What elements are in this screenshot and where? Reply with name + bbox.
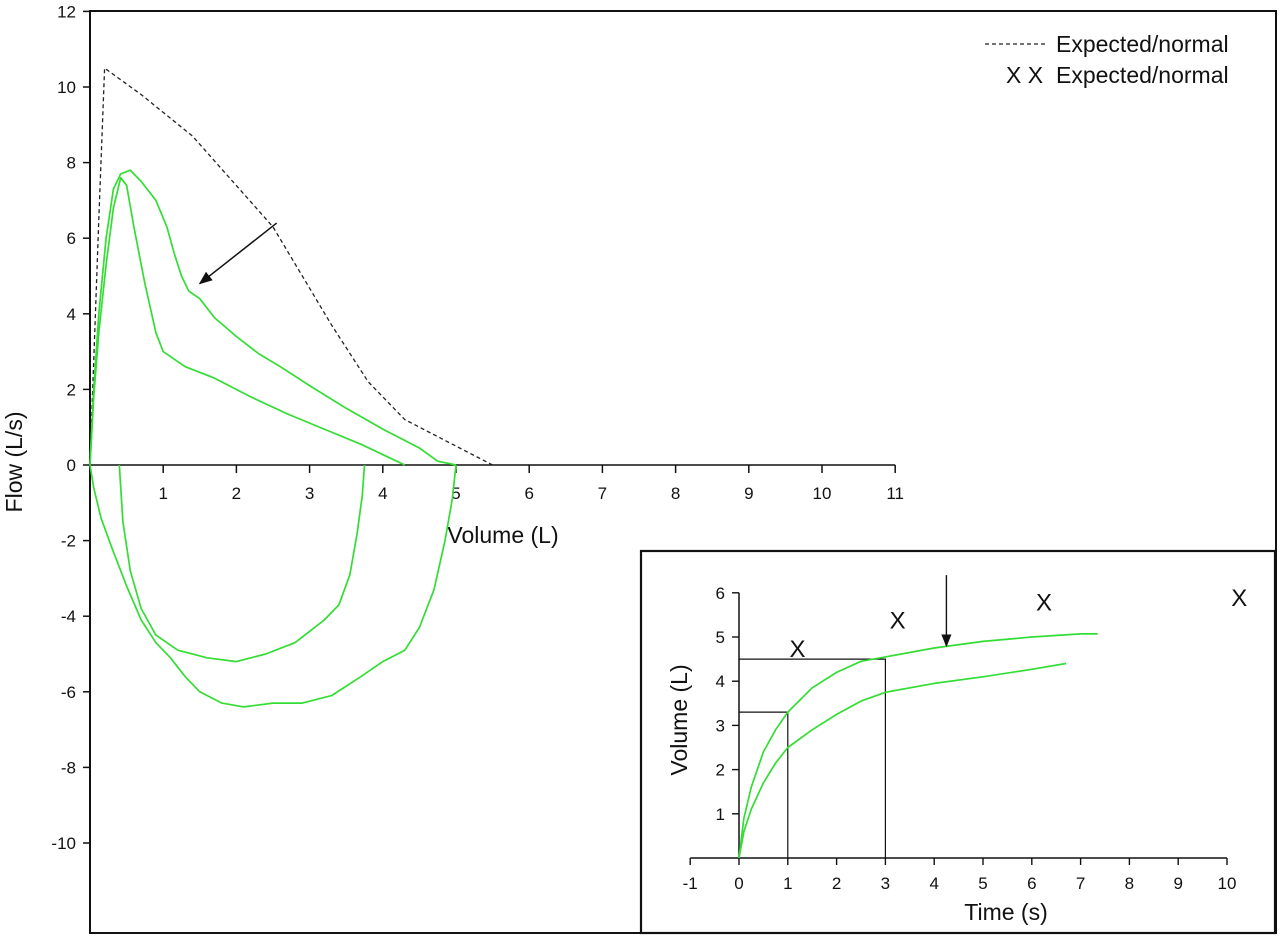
inset-x-marker: X — [1231, 585, 1247, 612]
inset-x-tick-label: 0 — [734, 874, 743, 893]
inset-x-tick-label: 5 — [978, 874, 987, 893]
inset-x-tick-label: 7 — [1076, 874, 1085, 893]
x-tick-label: 6 — [524, 484, 533, 503]
inset-x-tick-label: 9 — [1173, 874, 1182, 893]
volume-time-inset-chart: -1 0 1 2 3 4 5 6 7 8 9 10 6 5 4 3 2 1 Time (s) Volume (L) X X… — [639, 549, 1277, 935]
y-tick-label: 0 — [67, 456, 76, 475]
x-tick-label: 5 — [451, 484, 460, 503]
y-tick-label: -6 — [61, 683, 76, 702]
volume-time-curve-0 — [738, 633, 1098, 859]
measured-flow-volume-curve-4 — [118, 464, 366, 663]
inset-x-tick-label: 2 — [832, 874, 841, 893]
legend: Expected/normal X X Expected/normal — [985, 31, 1229, 88]
y-tick-label: -4 — [61, 607, 76, 626]
measured-flow-volume-curve-1 — [89, 169, 457, 466]
y-tick-label: 4 — [67, 305, 76, 324]
measured-flow-volume-curve-2 — [89, 176, 406, 466]
volume-time-curve-1 — [738, 662, 1067, 859]
inset-y-tick-label: 4 — [716, 672, 725, 691]
x-tick-label: 1 — [158, 484, 167, 503]
inset-y-tick-label: 3 — [716, 716, 725, 735]
inset-x-tick-label: 3 — [881, 874, 890, 893]
inset-x-tick-label: 6 — [1027, 874, 1036, 893]
x-tick-label: 3 — [305, 484, 314, 503]
y-tick-label: -2 — [61, 532, 76, 551]
inset-x-marker: X — [890, 607, 906, 634]
inset-x-marker: X — [1036, 590, 1052, 617]
y-tick-label: 10 — [57, 78, 76, 97]
x-tick-label: 2 — [232, 484, 241, 503]
y-tick-label: 2 — [67, 380, 76, 399]
legend-x-marker: X X — [1006, 62, 1043, 88]
x-tick-label: 7 — [598, 484, 607, 503]
y-tick-label: -8 — [61, 758, 76, 777]
y-tick-label: -10 — [51, 834, 76, 853]
expected-flow-volume-line — [89, 67, 493, 466]
inset-x-tick-label: 1 — [783, 874, 792, 893]
x-tick-label: 4 — [378, 484, 387, 503]
inset-y-tick-label: 1 — [716, 805, 725, 824]
y-tick-label: 8 — [67, 154, 76, 173]
inset-x-tick-label: 4 — [929, 874, 938, 893]
inset-x-axis-title: Time (s) — [964, 899, 1047, 925]
legend-label-expected-line: Expected/normal — [1056, 31, 1229, 57]
y-tick-label: 6 — [67, 229, 76, 248]
x-tick-label: 8 — [671, 484, 680, 503]
y-tick-label: 12 — [57, 2, 76, 21]
inset-x-tick-label: 8 — [1125, 874, 1134, 893]
inset-x-tick-label: 10 — [1218, 874, 1237, 893]
legend-label-expected-x: Expected/normal — [1056, 62, 1229, 88]
x-tick-label: 10 — [813, 484, 832, 503]
x-axis-title: Volume (L) — [447, 522, 558, 548]
measured-flow-volume-curve-3 — [89, 464, 457, 708]
x-tick-label: 11 — [886, 484, 904, 503]
y-axis-title: Flow (L/s) — [1, 412, 27, 513]
inset-x-marker: X — [790, 636, 806, 663]
inset-y-axis-title: Volume (L) — [666, 664, 692, 775]
inset-guide-line-1 — [739, 658, 886, 858]
x-tick-label: 9 — [744, 484, 753, 503]
inset-y-tick-label: 6 — [716, 584, 725, 603]
annotation-arrow — [198, 222, 278, 285]
inset-y-tick-label: 5 — [716, 628, 725, 647]
inset-x-tick-label: -1 — [683, 874, 698, 893]
inset-frame — [639, 549, 1277, 935]
inset-y-tick-label: 2 — [716, 761, 725, 780]
